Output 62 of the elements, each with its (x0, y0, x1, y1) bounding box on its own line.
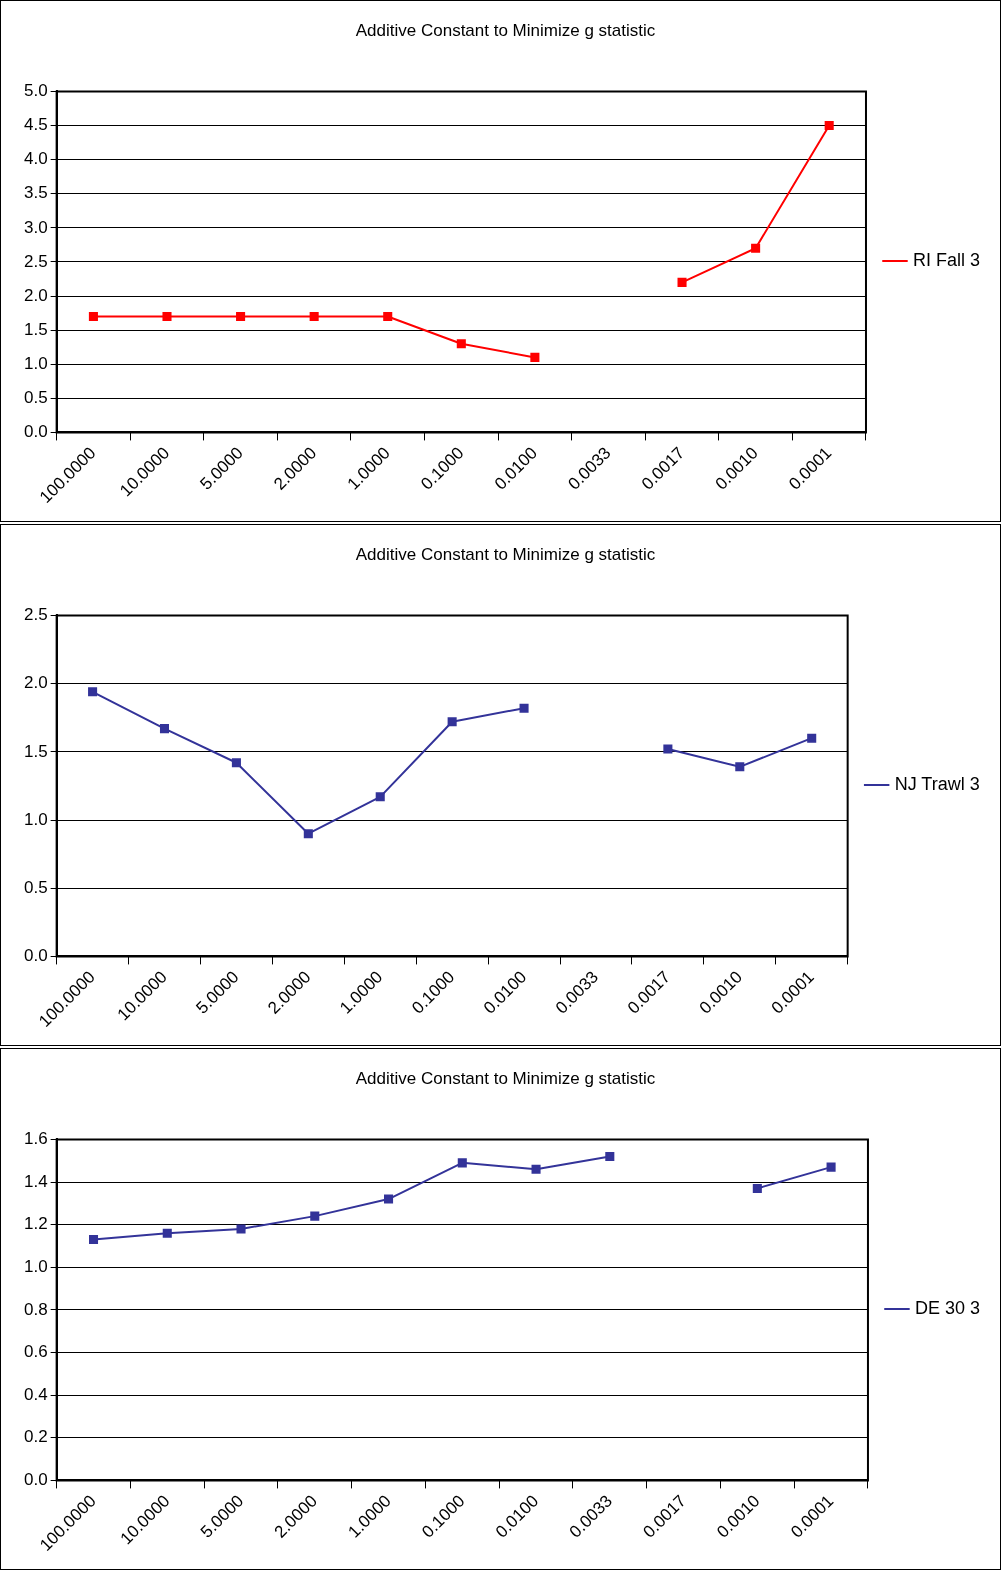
y-tick-label: 1.4 (23, 1171, 48, 1191)
point (236, 1224, 246, 1234)
y-tick-label: 1.2 (23, 1214, 48, 1234)
point (605, 1151, 615, 1161)
y-tick-label: 0.8 (23, 1299, 48, 1319)
y-tick-label: 3.0 (23, 217, 48, 237)
point (752, 1183, 762, 1193)
point (531, 1164, 541, 1174)
y-tick-label: 3.5 (23, 183, 48, 203)
y-tick-label: 2.5 (23, 605, 48, 625)
point (88, 1235, 99, 1245)
y-tick-label: 2.0 (23, 673, 48, 693)
point (807, 733, 817, 743)
y-tick-label: 0.4 (23, 1384, 48, 1404)
chart-title: Additive Constant to Minimize g statistic (355, 20, 656, 40)
point (309, 311, 319, 322)
point (751, 243, 761, 253)
legend-label: NJ Trawl 3 (894, 773, 980, 794)
point (456, 339, 466, 349)
point (677, 277, 687, 287)
point (88, 687, 98, 697)
point (519, 703, 529, 713)
y-tick-label: 1.0 (23, 1256, 48, 1276)
point (231, 758, 241, 768)
point (457, 1158, 467, 1168)
point (162, 311, 172, 322)
y-tick-label: 0.5 (23, 877, 48, 897)
point (663, 744, 673, 754)
y-tick-label: 1.0 (23, 809, 48, 829)
point (826, 1162, 836, 1172)
y-tick-label: 1.0 (23, 353, 48, 373)
y-tick-label: 0.5 (23, 388, 48, 408)
point (303, 829, 313, 839)
y-tick-label: 1.6 (23, 1129, 48, 1149)
y-tick-label: 0.0 (23, 946, 48, 966)
point (236, 311, 246, 322)
y-tick-label: 1.5 (23, 319, 48, 339)
y-tick-label: 2.5 (23, 251, 48, 271)
y-tick-label: 0.0 (23, 1470, 48, 1490)
chart-title: Additive Constant to Minimize g statistic (355, 1068, 656, 1088)
y-tick-label: 2.0 (23, 285, 48, 305)
y-tick-label: 0.2 (23, 1427, 48, 1447)
legend-label: DE 30 3 (914, 1297, 981, 1318)
point (159, 724, 170, 734)
legend-label: RI Fall 3 (912, 249, 981, 270)
point (530, 352, 540, 362)
y-tick-label: 1.5 (23, 741, 48, 761)
y-tick-label: 4.5 (23, 115, 48, 135)
point (88, 311, 98, 322)
point (310, 1211, 320, 1221)
point (383, 311, 393, 322)
y-tick-label: 5.0 (23, 81, 48, 101)
point (447, 717, 457, 727)
point (162, 1228, 172, 1238)
point (384, 1194, 394, 1204)
point (375, 792, 385, 802)
chart-title: Additive Constant to Minimize g statistic (355, 544, 656, 564)
point (824, 120, 834, 131)
point (735, 762, 745, 772)
y-tick-label: 4.0 (23, 149, 48, 169)
y-tick-label: 0.0 (23, 422, 48, 442)
y-tick-label: 0.6 (23, 1342, 48, 1362)
